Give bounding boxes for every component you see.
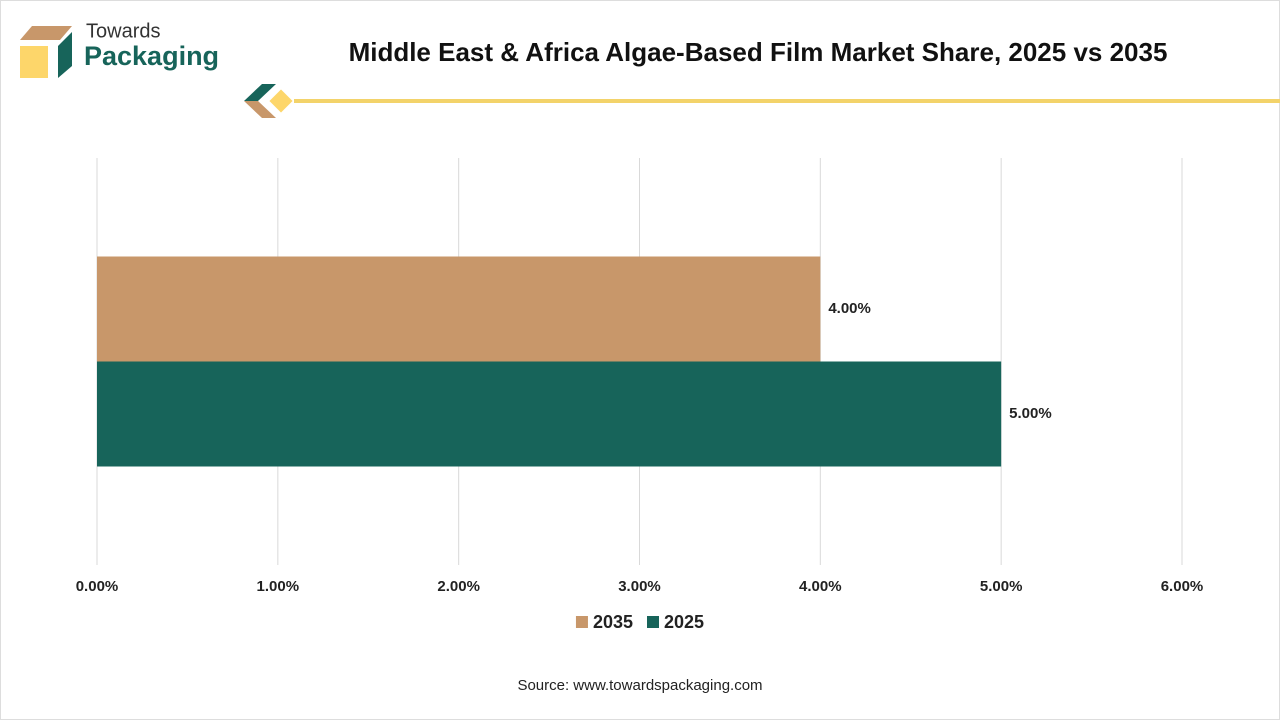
brand-line2: Packaging <box>84 41 219 71</box>
bar <box>97 361 1002 467</box>
bar <box>97 256 821 362</box>
data-label: 4.00% <box>828 300 871 317</box>
data-label: 5.00% <box>1009 405 1052 422</box>
legend-label: 2035 <box>593 612 633 632</box>
x-tick-label: 5.00% <box>980 578 1023 595</box>
legend-swatch <box>575 616 588 628</box>
x-tick-label: 0.00% <box>76 578 119 595</box>
source: Source: www.towardspackaging.com <box>517 677 762 694</box>
x-tick-label: 4.00% <box>799 578 842 595</box>
x-tick-label: 3.00% <box>618 578 661 595</box>
x-tick-label: 1.00% <box>257 578 300 595</box>
legend-swatch <box>647 616 659 628</box>
brand-line1: Towards <box>86 20 160 42</box>
x-tick-label: 6.00% <box>1161 578 1204 595</box>
x-tick-label: 2.00% <box>437 578 480 595</box>
legend-label: 2025 <box>664 612 704 632</box>
decoration <box>244 84 1280 118</box>
logo: Towards Packaging <box>20 20 219 78</box>
chart-title: Middle East & Africa Algae-Based Film Ma… <box>349 37 1168 67</box>
